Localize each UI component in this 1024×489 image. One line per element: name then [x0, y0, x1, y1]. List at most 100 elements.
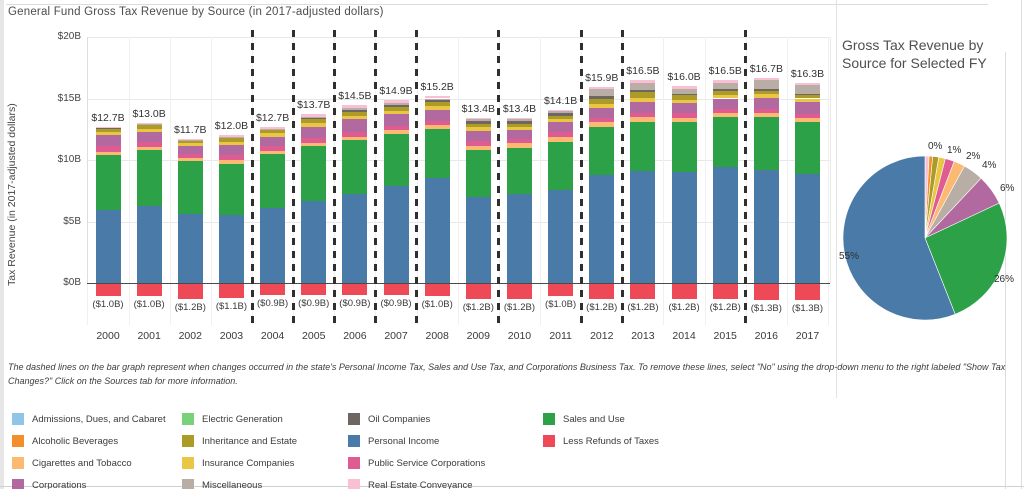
bar-2015-sales_use[interactable]	[712, 116, 738, 168]
bar-2014-real_estate[interactable]	[671, 86, 697, 89]
bar-2004-public_service[interactable]	[260, 145, 286, 151]
bar-2006-inheritance[interactable]	[342, 112, 368, 116]
bar-2010-corporations[interactable]	[506, 129, 532, 140]
pie-chart[interactable]	[835, 146, 1017, 328]
bar-2008-refunds[interactable]	[424, 284, 450, 297]
legend-item-oil[interactable]: Oil Companies	[348, 408, 485, 430]
bar-2007-personal_income[interactable]	[383, 185, 409, 283]
bar-2006-real_estate[interactable]	[342, 104, 368, 109]
bar-2004-miscellaneous[interactable]	[260, 128, 286, 130]
bar-2001-corporations[interactable]	[136, 131, 162, 143]
bar-2006-corporations[interactable]	[342, 119, 368, 132]
bar-2007-sales_use[interactable]	[383, 133, 409, 186]
legend-item-sales_use[interactable]: Sales and Use	[543, 408, 659, 430]
bar-2009-cigarettes[interactable]	[465, 145, 491, 151]
bar-2015-insurance[interactable]	[712, 94, 738, 99]
bar-2003-personal_income[interactable]	[218, 215, 244, 283]
bar-2009-insurance[interactable]	[465, 127, 491, 132]
bar-2007-inheritance[interactable]	[383, 107, 409, 111]
bar-2013-personal_income[interactable]	[630, 171, 656, 283]
bar-2004-refunds[interactable]	[260, 284, 286, 296]
bar-2014-public_service[interactable]	[671, 113, 697, 118]
bar-2001-miscellaneous[interactable]	[136, 123, 162, 125]
bar-2015-miscellaneous[interactable]	[712, 82, 738, 89]
bar-2016-real_estate[interactable]	[753, 77, 779, 81]
bar-2006-insurance[interactable]	[342, 115, 368, 120]
bar-2003-insurance[interactable]	[218, 141, 244, 146]
bar-2002-miscellaneous[interactable]	[177, 139, 203, 141]
bar-2002-cigarettes[interactable]	[177, 158, 203, 162]
bar-2009-public_service[interactable]	[465, 140, 491, 146]
bar-2003-real_estate[interactable]	[218, 135, 244, 137]
bar-2005-refunds[interactable]	[301, 284, 327, 296]
legend-item-alcoholic[interactable]: Alcoholic Beverages	[12, 430, 166, 452]
bar-2005-sales_use[interactable]	[301, 146, 327, 201]
bar-2012-real_estate[interactable]	[589, 87, 615, 90]
bar-2000-real_estate[interactable]	[95, 126, 121, 128]
bar-2000-cigarettes[interactable]	[95, 152, 121, 156]
bar-2009-miscellaneous[interactable]	[465, 119, 491, 122]
bar-2007-cigarettes[interactable]	[383, 129, 409, 134]
bar-2002-public_service[interactable]	[177, 153, 203, 159]
bar-2016-insurance[interactable]	[753, 94, 779, 98]
bar-2009-inheritance[interactable]	[465, 123, 491, 128]
bar-2017-sales_use[interactable]	[794, 121, 820, 174]
bar-2004-insurance[interactable]	[260, 132, 286, 137]
bar-2000-corporations[interactable]	[95, 134, 121, 147]
bar-2013-refunds[interactable]	[630, 284, 656, 299]
bar-2010-oil[interactable]	[506, 121, 532, 124]
bar-2004-real_estate[interactable]	[260, 126, 286, 129]
bar-2014-miscellaneous[interactable]	[671, 88, 697, 94]
bar-2008-insurance[interactable]	[424, 106, 450, 111]
bar-2008-real_estate[interactable]	[424, 96, 450, 99]
bar-2001-public_service[interactable]	[136, 142, 162, 148]
bar-2004-corporations[interactable]	[260, 136, 286, 146]
bar-2012-oil[interactable]	[589, 96, 615, 100]
bar-2001-sales_use[interactable]	[136, 150, 162, 206]
bar-2017-oil[interactable]	[794, 93, 820, 96]
bar-2002-corporations[interactable]	[177, 146, 203, 154]
legend-item-electric[interactable]: Electric Generation	[182, 408, 297, 430]
bar-2011-refunds[interactable]	[548, 284, 574, 297]
bar-2004-sales_use[interactable]	[260, 154, 286, 208]
bar-2009-sales_use[interactable]	[465, 150, 491, 197]
bar-2001-inheritance[interactable]	[136, 124, 162, 129]
bar-2008-public_service[interactable]	[424, 120, 450, 125]
bar-2016-corporations[interactable]	[753, 97, 779, 109]
bar-2016-cigarettes[interactable]	[753, 112, 779, 117]
bar-2008-corporations[interactable]	[424, 110, 450, 121]
bar-2005-public_service[interactable]	[301, 137, 327, 143]
bar-2005-real_estate[interactable]	[301, 114, 327, 117]
bar-2012-miscellaneous[interactable]	[589, 89, 615, 97]
bar-2011-cigarettes[interactable]	[548, 136, 574, 142]
legend-item-miscellaneous[interactable]: Miscellaneous	[182, 474, 297, 489]
bar-2015-refunds[interactable]	[712, 284, 738, 299]
bar-2010-refunds[interactable]	[506, 284, 532, 299]
bar-2000-insurance[interactable]	[95, 131, 121, 135]
bar-2008-cigarettes[interactable]	[424, 124, 450, 129]
bar-2003-public_service[interactable]	[218, 155, 244, 160]
bar-2015-personal_income[interactable]	[712, 167, 738, 283]
bar-2015-public_service[interactable]	[712, 108, 738, 113]
bar-2002-personal_income[interactable]	[177, 214, 203, 283]
bar-2010-insurance[interactable]	[506, 126, 532, 130]
bar-2017-cigarettes[interactable]	[794, 117, 820, 122]
bar-2006-oil[interactable]	[342, 110, 368, 113]
bar-2008-inheritance[interactable]	[424, 102, 450, 107]
bar-2003-refunds[interactable]	[218, 284, 244, 298]
bar-2000-public_service[interactable]	[95, 146, 121, 152]
bar-2010-miscellaneous[interactable]	[506, 119, 532, 122]
bar-2013-real_estate[interactable]	[630, 80, 656, 83]
bar-2008-oil[interactable]	[424, 99, 450, 103]
bar-2010-public_service[interactable]	[506, 139, 532, 144]
bar-2011-oil[interactable]	[548, 113, 574, 116]
pie-slice-personal_income[interactable]	[842, 155, 956, 321]
bar-2004-inheritance[interactable]	[260, 130, 286, 133]
bar-2004-cigarettes[interactable]	[260, 150, 286, 155]
bar-2011-corporations[interactable]	[548, 122, 574, 133]
bar-2000-oil[interactable]	[95, 128, 121, 129]
bar-2006-refunds[interactable]	[342, 284, 368, 296]
bar-2006-personal_income[interactable]	[342, 194, 368, 283]
bar-2005-insurance[interactable]	[301, 123, 327, 127]
legend-item-corporations[interactable]: Corporations	[12, 474, 166, 489]
